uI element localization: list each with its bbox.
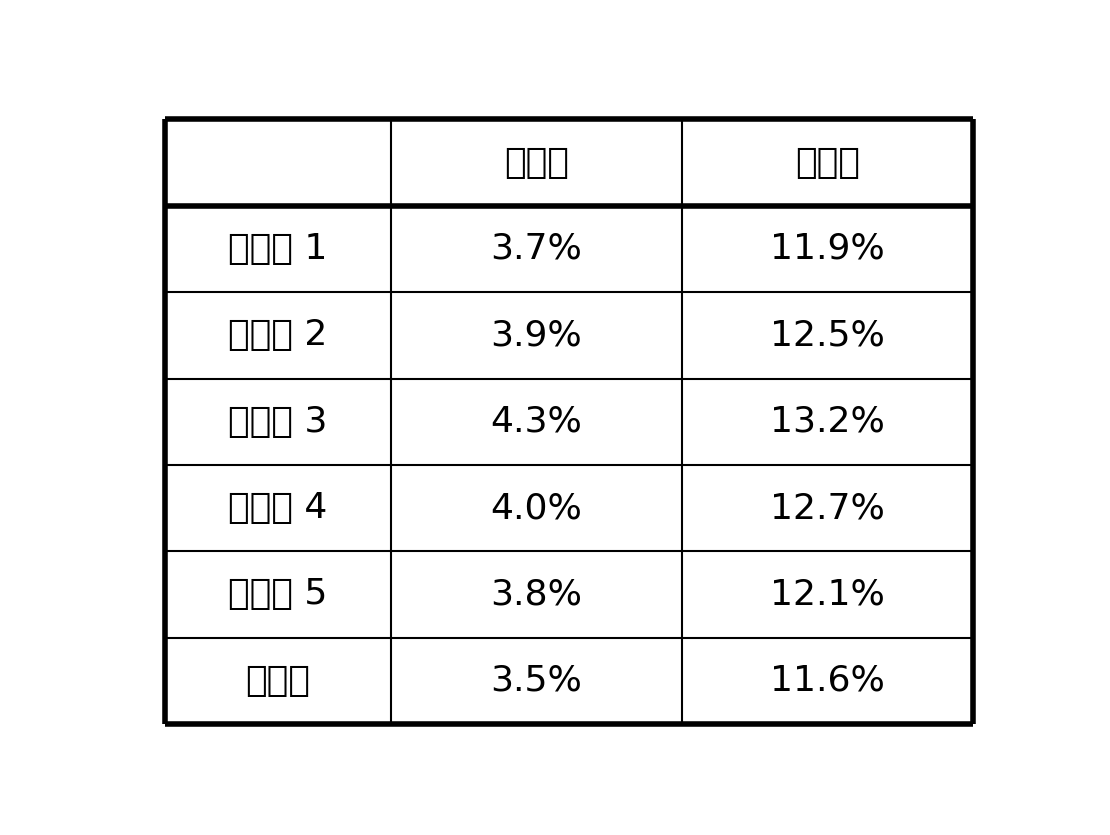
Text: 11.9%: 11.9% [770,232,885,266]
Text: 12.1%: 12.1% [770,577,885,611]
Text: 蛋白质: 蛋白质 [504,145,569,180]
Text: 对照组: 对照组 [245,664,310,698]
Text: 3.9%: 3.9% [491,318,583,352]
Text: 4.0%: 4.0% [491,491,583,525]
Text: 实施例 1: 实施例 1 [228,232,327,266]
Text: 实施例 3: 实施例 3 [228,405,327,438]
Text: 3.8%: 3.8% [491,577,583,611]
Text: 3.7%: 3.7% [491,232,583,266]
Text: 4.3%: 4.3% [491,405,583,438]
Text: 实施例 4: 实施例 4 [228,491,327,525]
Text: 干物质: 干物质 [795,145,860,180]
Text: 实施例 2: 实施例 2 [228,318,327,352]
Text: 13.2%: 13.2% [770,405,885,438]
Text: 11.6%: 11.6% [770,664,885,698]
Text: 实施例 5: 实施例 5 [228,577,327,611]
Text: 12.7%: 12.7% [770,491,885,525]
Text: 12.5%: 12.5% [770,318,885,352]
Text: 3.5%: 3.5% [491,664,583,698]
